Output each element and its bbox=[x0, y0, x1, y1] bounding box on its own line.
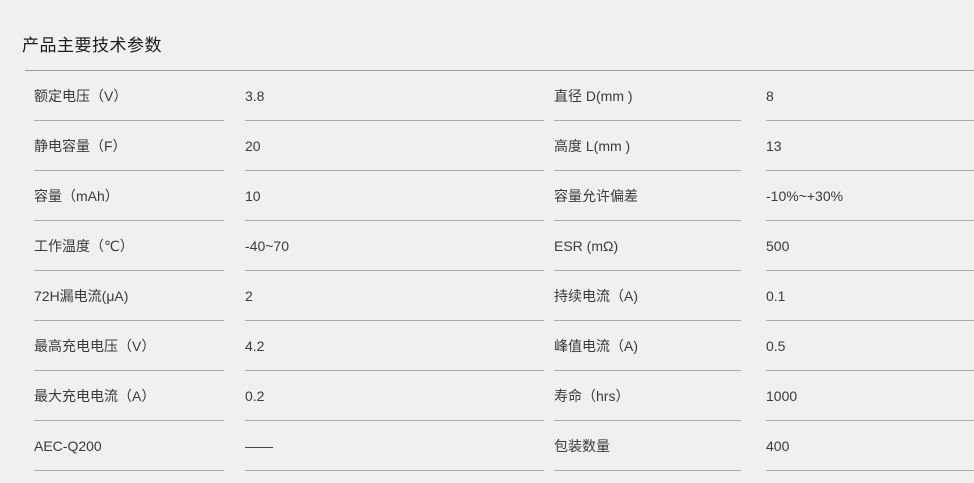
table-row: 72H漏电流(μA) 2 持续电流（A) 0.1 bbox=[34, 271, 974, 321]
param-label: 容量（mAh） bbox=[34, 171, 224, 221]
table-row: 最高充电电压（V） 4.2 峰值电流（A) 0.5 bbox=[34, 321, 974, 371]
param-label: 工作温度（℃） bbox=[34, 221, 224, 271]
param-value: 3.8 bbox=[245, 71, 544, 121]
param-value: 0.2 bbox=[245, 371, 544, 421]
param-value: -10%~+30% bbox=[766, 171, 974, 221]
table-row: AEC-Q200 —— 包装数量 400 bbox=[34, 421, 974, 471]
param-value: 400 bbox=[766, 421, 974, 471]
param-label: 直径 D(mm ) bbox=[554, 71, 741, 121]
table-row: 容量（mAh） 10 容量允许偏差 -10%~+30% bbox=[34, 171, 974, 221]
spec-table: 额定电压（V） 3.8 直径 D(mm ) 8 静电容量（F） 20 高度 L(mm ) 13… bbox=[34, 71, 974, 471]
param-label: 寿命（hrs） bbox=[554, 371, 741, 421]
param-value: -40~70 bbox=[245, 221, 544, 271]
param-label: 容量允许偏差 bbox=[554, 171, 741, 221]
param-value: 500 bbox=[766, 221, 974, 271]
param-value: 2 bbox=[245, 271, 544, 321]
title-divider bbox=[25, 70, 974, 71]
param-label: 72H漏电流(μA) bbox=[34, 271, 224, 321]
param-label: 静电容量（F） bbox=[34, 121, 224, 171]
param-label: ESR (mΩ) bbox=[554, 221, 741, 271]
param-label: 额定电压（V） bbox=[34, 71, 224, 121]
param-value: 0.5 bbox=[766, 321, 974, 371]
param-value: 1000 bbox=[766, 371, 974, 421]
param-label: 峰值电流（A) bbox=[554, 321, 741, 371]
table-row: 静电容量（F） 20 高度 L(mm ) 13 bbox=[34, 121, 974, 171]
param-value: 0.1 bbox=[766, 271, 974, 321]
param-value: 4.2 bbox=[245, 321, 544, 371]
section-title: 产品主要技术参数 bbox=[22, 36, 162, 55]
param-value: 10 bbox=[245, 171, 544, 221]
param-label: 最大充电电流（A） bbox=[34, 371, 224, 421]
param-label: 持续电流（A) bbox=[554, 271, 741, 321]
table-row: 最大充电电流（A） 0.2 寿命（hrs） 1000 bbox=[34, 371, 974, 421]
table-row: 工作温度（℃） -40~70 ESR (mΩ) 500 bbox=[34, 221, 974, 271]
param-value: 13 bbox=[766, 121, 974, 171]
param-label: 包装数量 bbox=[554, 421, 741, 471]
param-label: 高度 L(mm ) bbox=[554, 121, 741, 171]
param-value: —— bbox=[245, 421, 544, 471]
param-label: 最高充电电压（V） bbox=[34, 321, 224, 371]
table-row: 额定电压（V） 3.8 直径 D(mm ) 8 bbox=[34, 71, 974, 121]
param-value: 8 bbox=[766, 71, 974, 121]
param-label: AEC-Q200 bbox=[34, 421, 224, 471]
param-value: 20 bbox=[245, 121, 544, 171]
